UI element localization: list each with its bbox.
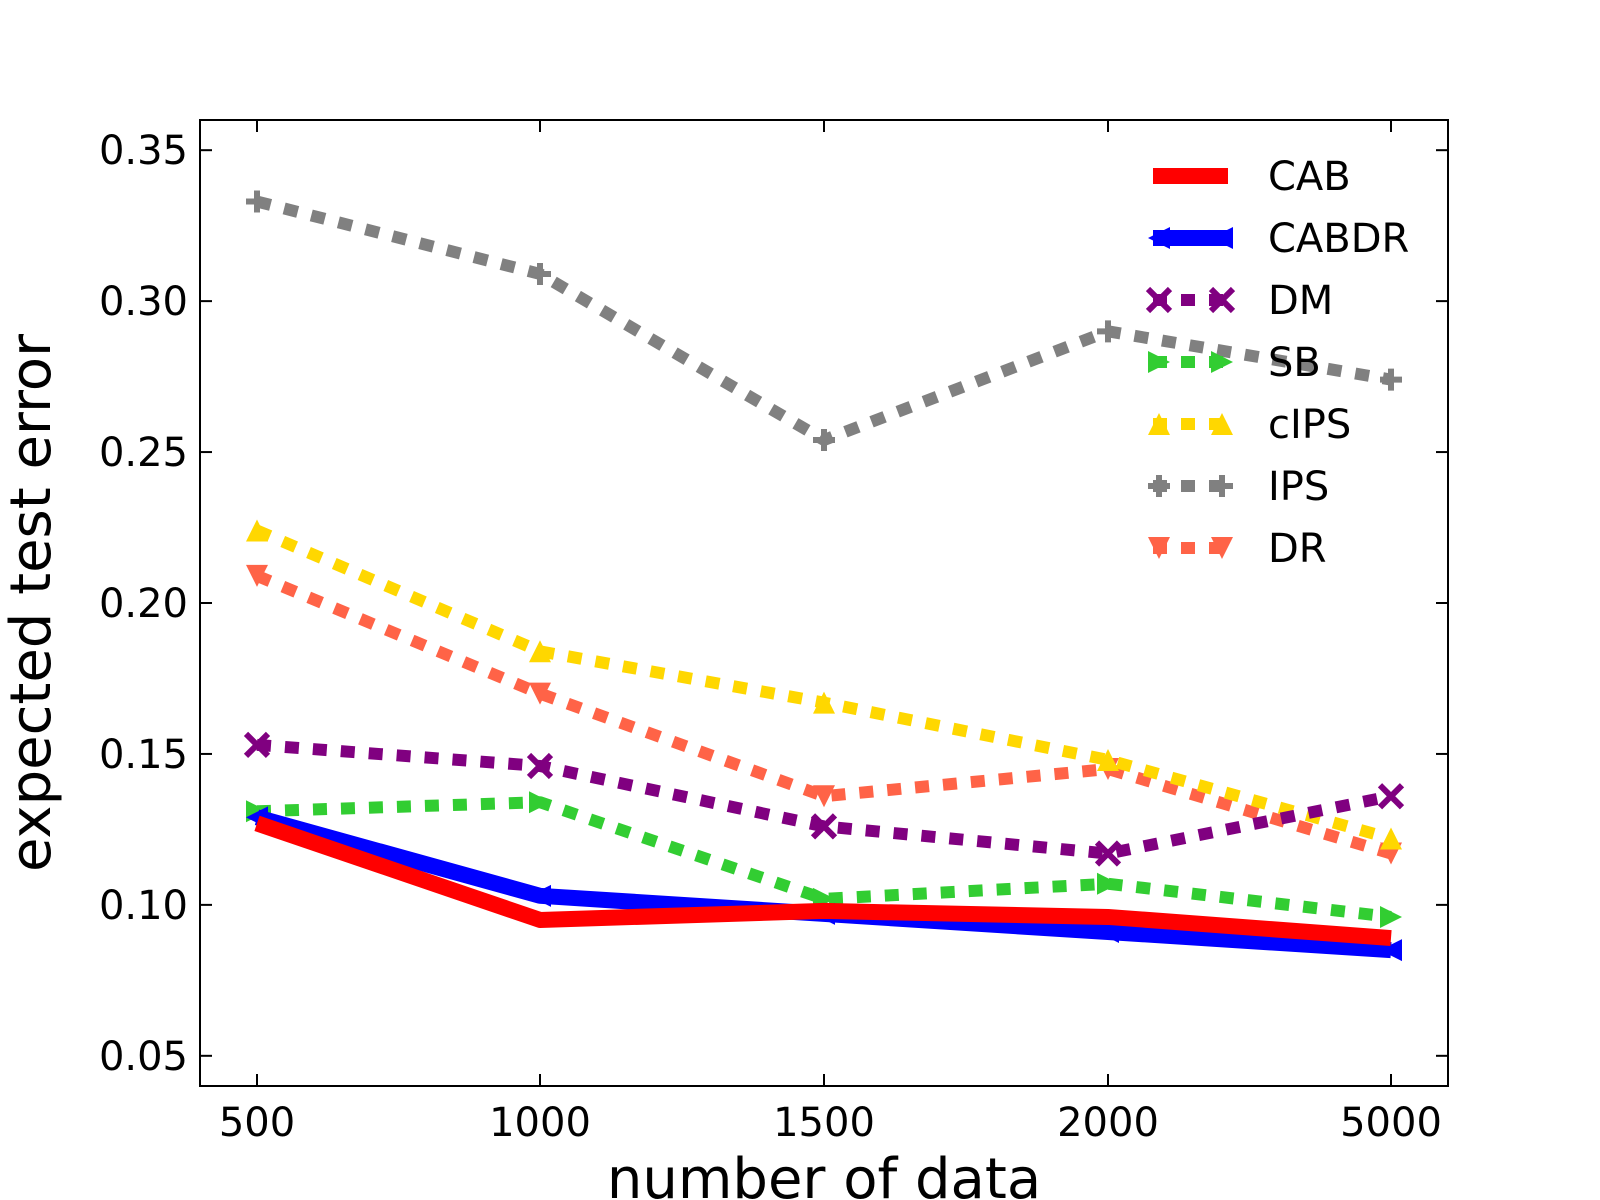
- data-point: [813, 785, 835, 808]
- series-line: [256, 738, 1393, 860]
- data-point: [1094, 840, 1122, 867]
- x-tick-label: 1500: [773, 1100, 875, 1146]
- plot-frame: [199, 119, 1449, 1087]
- data-point: [813, 428, 835, 451]
- series-cips: [246, 519, 1402, 850]
- data-point: [243, 731, 271, 759]
- data-point: [246, 190, 268, 213]
- data-point: [526, 752, 554, 780]
- series-cab: [254, 815, 1392, 947]
- legend-marker: [1211, 413, 1233, 435]
- y-tick-label: 0.35: [99, 128, 188, 174]
- legend-marker: [1208, 286, 1236, 314]
- legend: CAB CABDR DM SB cIPS IPS DR: [1145, 154, 1409, 572]
- series-line: [254, 815, 1392, 947]
- x-axis-label: number of data: [607, 1147, 1041, 1200]
- y-tick-label: 0.10: [99, 883, 188, 929]
- data-point: [529, 884, 551, 907]
- legend-item-cabdr: CABDR: [1148, 216, 1409, 262]
- data-point: [1380, 368, 1402, 391]
- data-point: [813, 691, 835, 714]
- y-tick-label: 0.20: [99, 581, 188, 627]
- data-point: [1380, 827, 1402, 850]
- legend-label: SB: [1268, 340, 1321, 386]
- legend-marker: [1211, 351, 1233, 373]
- data-point: [810, 813, 838, 840]
- legend-marker: [1148, 475, 1170, 497]
- data-point: [529, 262, 551, 285]
- legend-marker: [1211, 227, 1233, 249]
- axis-layer: 0.05 0.10 0.15 0.20 0.25 0.30 0.35 500 1000 1500 2…: [99, 120, 1448, 1146]
- data-point: [1097, 921, 1119, 944]
- legend-item-cab: CAB: [1153, 154, 1351, 200]
- legend-label: IPS: [1268, 464, 1329, 510]
- legend-marker: [1211, 475, 1233, 497]
- legend-marker: [1148, 537, 1170, 559]
- legend-item-dm: DM: [1145, 278, 1333, 324]
- legend-marker: [1148, 351, 1170, 373]
- y-tick-label: 0.30: [99, 279, 188, 325]
- x-tick-label: 1000: [489, 1100, 591, 1146]
- y-tick-label: 0.25: [99, 430, 188, 476]
- data-point: [1380, 939, 1402, 962]
- series-line: [254, 570, 1393, 860]
- data-point: [1380, 905, 1402, 928]
- legend-label: DM: [1268, 278, 1333, 324]
- series-layer: [243, 190, 1405, 962]
- x-tick-label: 2000: [1057, 1100, 1159, 1146]
- x-tick-label: 500: [219, 1100, 295, 1146]
- legend-item-dr: DR: [1148, 526, 1327, 572]
- legend-label: DR: [1268, 526, 1327, 572]
- series-line: [256, 796, 1392, 923]
- data-point: [246, 564, 268, 587]
- legend-item-sb: SB: [1148, 340, 1321, 386]
- series-dm: [243, 731, 1405, 867]
- x-tick-label: 5000: [1340, 1100, 1442, 1146]
- legend-marker: [1145, 286, 1173, 314]
- y-tick-label: 0.05: [99, 1034, 188, 1080]
- data-point: [246, 519, 268, 542]
- legend-item-ips: IPS: [1148, 464, 1329, 510]
- data-point: [1097, 872, 1119, 895]
- data-point: [529, 682, 551, 705]
- legend-label: CAB: [1268, 154, 1351, 200]
- data-point: [529, 791, 551, 814]
- legend-label: CABDR: [1268, 216, 1409, 262]
- data-point: [529, 640, 551, 663]
- y-axis-label: expected test error: [0, 333, 64, 872]
- legend-marker: [1148, 413, 1170, 435]
- data-point: [1377, 783, 1405, 810]
- legend-marker: [1211, 537, 1233, 559]
- y-tick-label: 0.15: [99, 732, 188, 778]
- data-point: [1097, 320, 1119, 343]
- legend-label: cIPS: [1268, 402, 1351, 448]
- legend-item-cips: cIPS: [1148, 402, 1351, 448]
- legend-marker: [1148, 227, 1170, 249]
- series-ips: [246, 190, 1402, 451]
- data-point: [1097, 748, 1119, 771]
